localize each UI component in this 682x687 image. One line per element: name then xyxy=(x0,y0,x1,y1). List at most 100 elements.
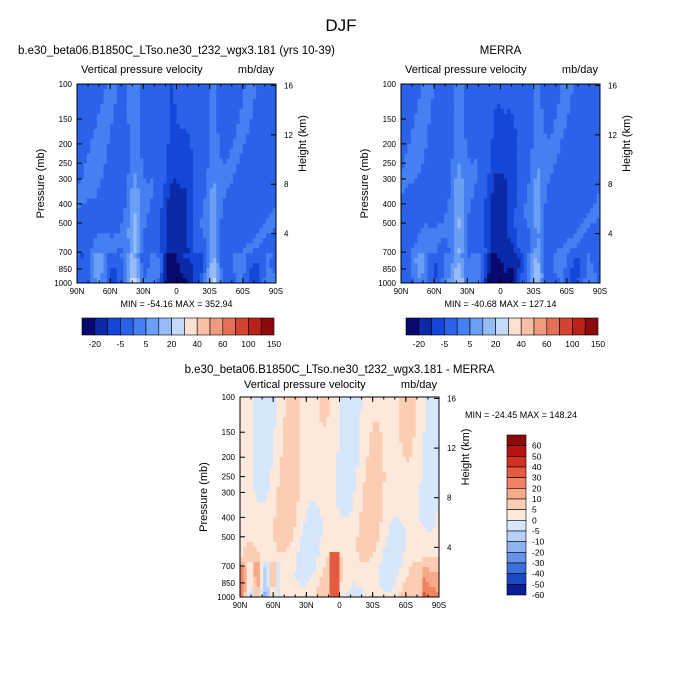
heatmap-cell xyxy=(454,253,458,258)
heatmap-cell xyxy=(491,154,495,159)
heatmap-cell xyxy=(110,179,114,184)
heatmap-cell xyxy=(537,198,541,203)
heatmap-cell xyxy=(163,218,167,223)
heatmap-cell xyxy=(510,139,514,144)
heatmap-cell xyxy=(123,119,127,124)
heatmap-cell xyxy=(441,84,445,89)
heatmap-cell xyxy=(570,144,574,149)
heatmap-cell xyxy=(94,268,98,273)
heatmap-cell xyxy=(230,129,234,134)
heatmap-cell xyxy=(206,119,210,124)
heatmap-cell xyxy=(418,99,422,104)
heatmap-cell xyxy=(550,208,554,213)
heatmap-cell xyxy=(517,169,521,174)
heatmap-cell xyxy=(173,218,177,223)
heatmap-cell xyxy=(534,208,538,213)
heatmap-cell xyxy=(249,89,253,94)
heatmap-cell xyxy=(190,124,194,129)
heatmap-cell xyxy=(123,188,127,193)
heatmap-cell xyxy=(183,134,187,139)
heatmap-cell xyxy=(130,243,134,248)
heatmap-cell xyxy=(573,213,577,218)
heatmap-cell xyxy=(236,134,240,139)
heatmap-cell xyxy=(104,84,108,89)
heatmap-cell xyxy=(150,84,154,89)
heatmap-cell xyxy=(471,144,475,149)
heatmap-cell xyxy=(117,203,121,208)
heatmap-cell xyxy=(527,218,531,223)
heatmap-cell xyxy=(127,109,131,114)
heatmap-cell xyxy=(570,174,574,179)
heatmap-cell xyxy=(447,159,451,164)
heatmap-cell xyxy=(203,129,207,134)
heatmap-cell xyxy=(216,184,220,189)
heatmap-cell xyxy=(547,84,551,89)
heatmap-cell xyxy=(180,198,184,203)
heatmap-cell xyxy=(190,268,194,273)
heatmap-cell xyxy=(147,154,151,159)
heatmap-cell xyxy=(567,228,571,233)
heatmap-cell xyxy=(249,188,253,193)
heatmap-cell xyxy=(547,174,551,179)
heatmap-cell xyxy=(80,193,84,198)
heatmap-cell xyxy=(471,129,475,134)
heatmap-cell xyxy=(408,84,412,89)
heatmap-cell xyxy=(580,99,584,104)
heatmap-cell xyxy=(520,218,524,223)
heatmap-cell xyxy=(421,203,425,208)
heatmap-cell xyxy=(414,238,418,243)
heatmap-cell xyxy=(167,159,171,164)
heatmap-cell xyxy=(240,169,244,174)
heatmap-cell xyxy=(137,218,141,223)
heatmap-cell xyxy=(80,233,84,238)
heatmap-cell xyxy=(527,193,531,198)
heatmap-cell xyxy=(540,233,544,238)
heatmap-cell xyxy=(550,124,554,129)
heatmap-cell xyxy=(583,139,587,144)
heatmap-cell xyxy=(130,258,134,263)
heatmap-cell xyxy=(130,109,134,114)
heatmap-cell xyxy=(471,149,475,154)
heatmap-cell xyxy=(223,203,227,208)
heatmap-cell xyxy=(190,89,194,94)
heatmap-cell xyxy=(200,119,204,124)
heatmap-cell xyxy=(474,114,478,119)
heatmap-cell xyxy=(540,154,544,159)
heatmap-cell xyxy=(196,169,200,174)
heatmap-cell xyxy=(517,193,521,198)
heatmap-cell xyxy=(550,89,554,94)
heatmap-cell xyxy=(504,159,508,164)
heatmap-cell xyxy=(484,129,488,134)
heatmap-cell xyxy=(236,84,240,89)
heatmap-cell xyxy=(167,109,171,114)
heatmap-cell xyxy=(163,228,167,233)
heatmap-cell xyxy=(120,268,124,273)
heatmap-cell xyxy=(120,154,124,159)
heatmap-cell xyxy=(510,218,514,223)
y-axis-right-label: Height (km) xyxy=(297,115,309,172)
heatmap-cell xyxy=(107,164,111,169)
heatmap-cell xyxy=(451,84,455,89)
heatmap-cell xyxy=(408,218,412,223)
heatmap-cell xyxy=(484,218,488,223)
heatmap-cell xyxy=(401,169,405,174)
heatmap-cell xyxy=(120,129,124,134)
heatmap-cell xyxy=(421,198,425,203)
heatmap-cell xyxy=(451,169,455,174)
heatmap-cell xyxy=(140,248,144,253)
heatmap-cell xyxy=(484,114,488,119)
heatmap-cell xyxy=(259,94,263,99)
heatmap-cell xyxy=(510,84,514,89)
heatmap-cell xyxy=(130,114,134,119)
heatmap-cell xyxy=(210,99,214,104)
heatmap-cell xyxy=(100,218,104,223)
heatmap-cell xyxy=(447,104,451,109)
heatmap-cell xyxy=(540,198,544,203)
heatmap-cell xyxy=(471,94,475,99)
heatmap-cell xyxy=(200,114,204,119)
heatmap-cell xyxy=(266,253,270,258)
heatmap-cell xyxy=(177,144,181,149)
heatmap-cell xyxy=(464,233,468,238)
heatmap-cell xyxy=(253,164,257,169)
heatmap-cell xyxy=(461,94,465,99)
